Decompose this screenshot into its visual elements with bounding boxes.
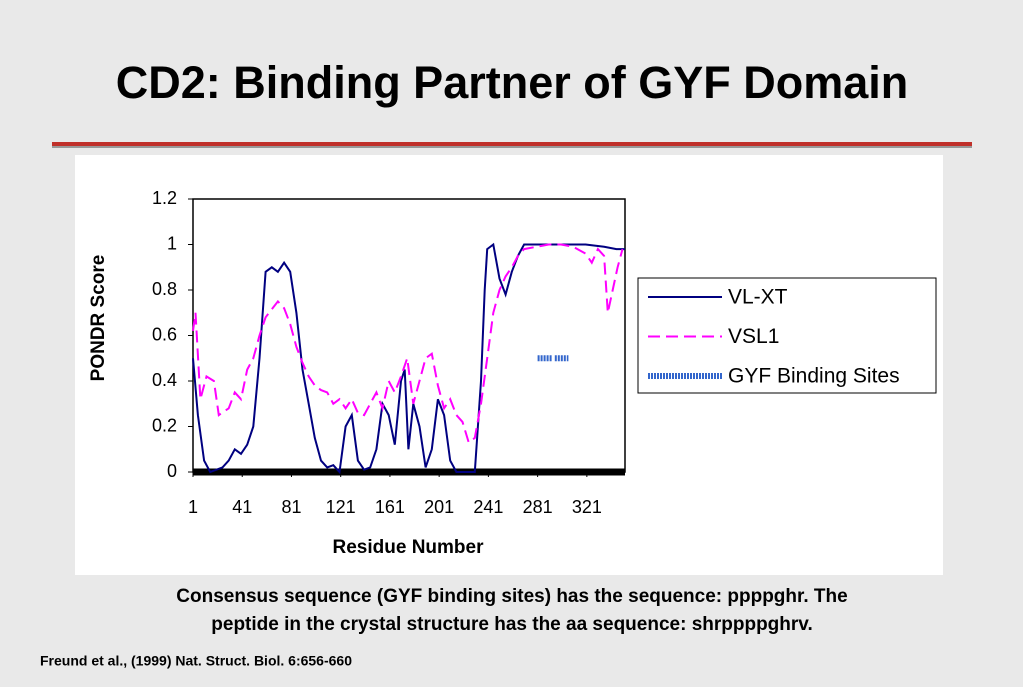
x-tick-label: 201 bbox=[424, 497, 454, 517]
x-tick-label: 241 bbox=[473, 497, 503, 517]
series-line bbox=[192, 243, 624, 445]
x-tick-label: 281 bbox=[523, 497, 553, 517]
y-tick-label: 0.2 bbox=[152, 415, 177, 435]
x-tick-label: 321 bbox=[572, 497, 602, 517]
caption-line: peptide in the crystal structure has the… bbox=[211, 614, 812, 635]
x-axis-label: Residue Number bbox=[333, 537, 485, 558]
y-tick-label: 0.4 bbox=[152, 370, 177, 390]
y-tick-label: 1.2 bbox=[152, 188, 177, 208]
y-tick-label: 0 bbox=[167, 461, 177, 481]
y-axis-label: PONDR Score bbox=[88, 255, 109, 382]
series-line bbox=[192, 242, 625, 475]
citation: Freund et al., (1999) Nat. Struct. Biol.… bbox=[40, 653, 352, 669]
legend-label: GYF Binding Sites bbox=[728, 365, 900, 388]
x-tick-label: 161 bbox=[375, 497, 405, 517]
legend-label: VSL1 bbox=[728, 325, 779, 348]
x-tick-label: 81 bbox=[281, 497, 301, 517]
plot-area bbox=[192, 198, 626, 473]
x-tick-label: 1 bbox=[188, 497, 198, 517]
caption-line: Consensus sequence (GYF binding sites) h… bbox=[176, 586, 847, 607]
x-tick-label: 121 bbox=[326, 497, 356, 517]
y-tick-label: 0.6 bbox=[152, 324, 177, 344]
slide-title: CD2: Binding Partner of GYF Domain bbox=[116, 57, 909, 108]
title-rule bbox=[52, 142, 972, 146]
y-tick-label: 0.8 bbox=[152, 279, 177, 299]
y-tick-label: 1 bbox=[167, 233, 177, 253]
title-rule-shadow bbox=[52, 146, 972, 148]
x-tick-label: 41 bbox=[232, 497, 252, 517]
legend-label: VL-XT bbox=[728, 286, 788, 309]
